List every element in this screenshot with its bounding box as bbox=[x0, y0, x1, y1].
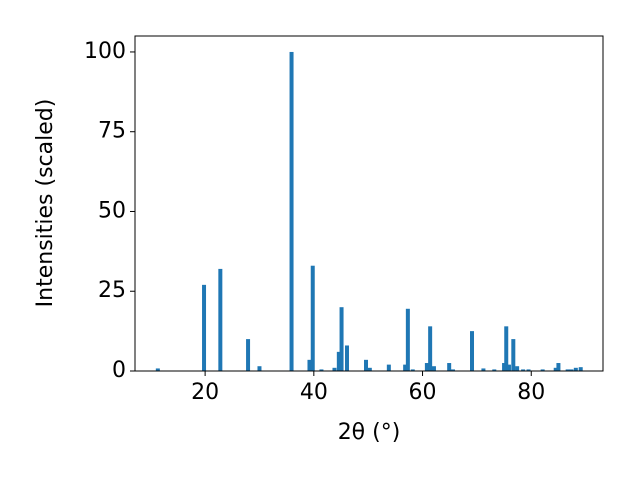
bar bbox=[553, 367, 558, 371]
plot-frame bbox=[134, 35, 604, 372]
bar bbox=[310, 265, 315, 371]
y-tick-label: 100 bbox=[84, 39, 126, 64]
bar bbox=[364, 359, 369, 371]
y-tick-label: 0 bbox=[112, 358, 126, 383]
bar bbox=[257, 366, 262, 371]
bar bbox=[307, 359, 312, 371]
bar bbox=[578, 367, 583, 371]
x-tick-label: 60 bbox=[409, 380, 437, 405]
bar bbox=[410, 369, 415, 371]
bar bbox=[289, 51, 294, 371]
bar bbox=[556, 363, 561, 371]
y-tick-label: 25 bbox=[98, 278, 126, 303]
bar bbox=[481, 368, 486, 371]
bar bbox=[515, 366, 520, 371]
bar bbox=[573, 367, 578, 371]
y-tick-label: 50 bbox=[98, 198, 126, 223]
bar bbox=[202, 284, 207, 371]
bar bbox=[424, 363, 429, 371]
bar bbox=[319, 369, 324, 371]
y-tick-label: 75 bbox=[98, 119, 126, 144]
bar bbox=[565, 369, 570, 371]
bar bbox=[403, 364, 408, 371]
bar bbox=[511, 339, 516, 371]
bar bbox=[521, 369, 526, 371]
y-axis-label: Intensities (scaled) bbox=[33, 99, 58, 308]
bar bbox=[526, 369, 531, 371]
bar bbox=[450, 369, 455, 371]
bar bbox=[431, 366, 436, 371]
bar bbox=[339, 307, 344, 371]
bar bbox=[540, 369, 545, 371]
bar bbox=[386, 364, 391, 371]
bar bbox=[246, 339, 251, 371]
bar bbox=[332, 367, 337, 371]
x-tick-label: 20 bbox=[191, 380, 219, 405]
x-axis-label: 2θ (°) bbox=[338, 420, 401, 445]
bar bbox=[367, 367, 372, 371]
x-tick-label: 40 bbox=[300, 380, 328, 405]
bar bbox=[218, 268, 223, 371]
bar bbox=[336, 351, 341, 371]
bar bbox=[504, 326, 509, 371]
bar bbox=[492, 369, 497, 371]
bar bbox=[569, 369, 574, 371]
bar bbox=[506, 364, 511, 371]
bar bbox=[405, 308, 410, 371]
bar bbox=[447, 363, 452, 371]
bar bbox=[428, 326, 433, 371]
bar bbox=[502, 363, 507, 371]
bar bbox=[344, 345, 349, 371]
bar bbox=[155, 368, 160, 371]
bar bbox=[470, 331, 475, 371]
x-tick-label: 80 bbox=[517, 380, 545, 405]
